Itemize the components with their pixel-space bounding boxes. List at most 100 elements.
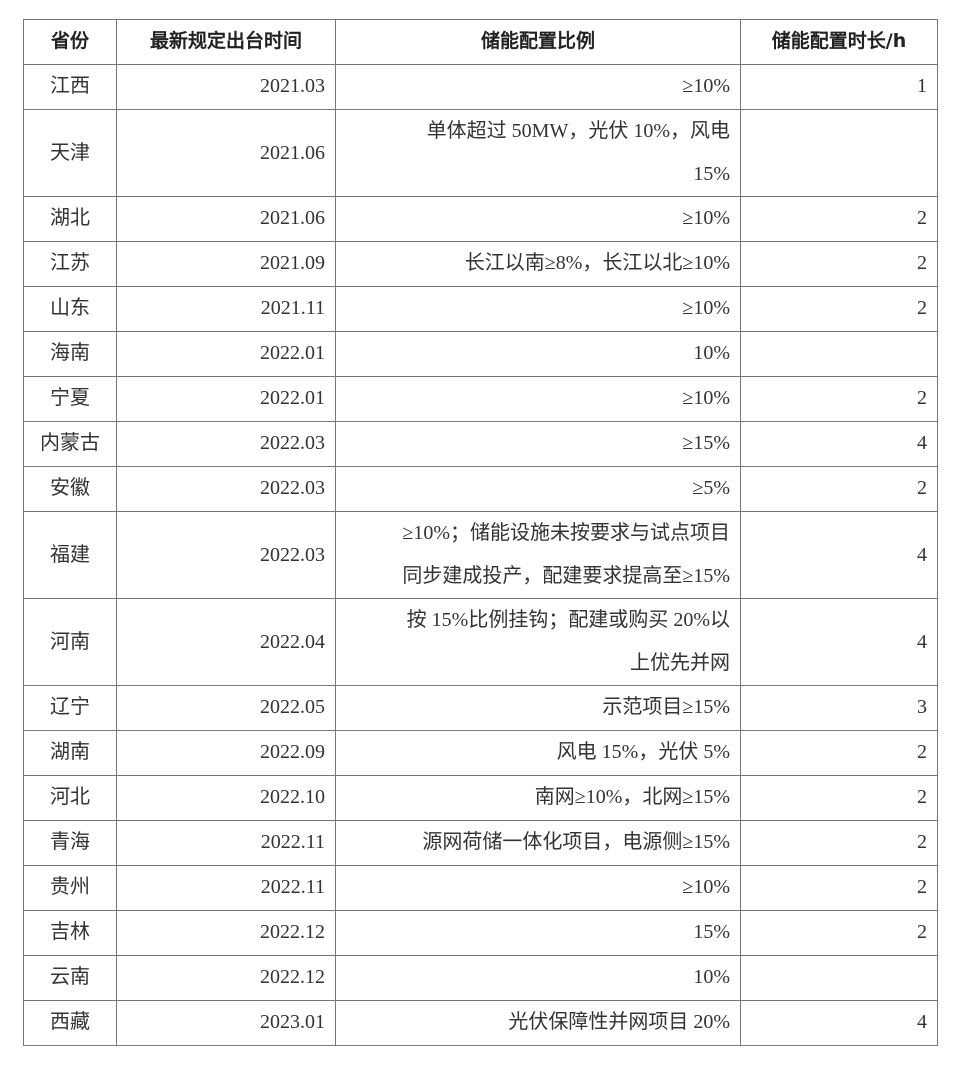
cell-date: 2021.11 — [116, 286, 336, 332]
cell-ratio: 10% — [335, 955, 741, 1001]
cell-date: 2022.03 — [116, 466, 336, 512]
table-row: 内蒙古 2022.03 ≥15% 4 — [23, 421, 938, 467]
cell-province: 湖南 — [23, 730, 117, 776]
table-row: 吉林 2022.12 15% 2 — [23, 910, 938, 956]
cell-hours: 4 — [740, 421, 938, 467]
cell-province: 青海 — [23, 820, 117, 866]
table-row: 安徽 2022.03 ≥5% 2 — [23, 466, 938, 512]
header-ratio: 储能配置比例 — [335, 19, 741, 65]
cell-hours — [740, 331, 938, 377]
table-row: 山东 2021.11 ≥10% 2 — [23, 286, 938, 332]
cell-hours: 2 — [740, 865, 938, 911]
table-row: 海南 2022.01 10% — [23, 331, 938, 377]
cell-province: 西藏 — [23, 1000, 117, 1046]
header-date: 最新规定出台时间 — [116, 19, 336, 65]
cell-date: 2021.03 — [116, 64, 336, 110]
cell-hours: 2 — [740, 196, 938, 242]
cell-date: 2022.10 — [116, 775, 336, 821]
cell-ratio: 风电 15%，光伏 5% — [335, 730, 741, 776]
cell-ratio: ≥10% — [335, 376, 741, 422]
cell-hours: 4 — [740, 1000, 938, 1046]
cell-date: 2022.12 — [116, 955, 336, 1001]
cell-hours: 4 — [740, 511, 938, 599]
cell-province: 河北 — [23, 775, 117, 821]
cell-ratio: 南网≥10%，北网≥15% — [335, 775, 741, 821]
table-row: 云南 2022.12 10% — [23, 955, 938, 1001]
energy-storage-policy-table: 省份 最新规定出台时间 储能配置比例 储能配置时长/h 江西 2021.03 ≥10… — [23, 19, 938, 1046]
cell-hours: 2 — [740, 376, 938, 422]
table-row: 西藏 2023.01 光伏保障性并网项目 20% 4 — [23, 1000, 938, 1046]
table-row: 青海 2022.11 源网荷储一体化项目，电源侧≥15% 2 — [23, 820, 938, 866]
cell-province: 贵州 — [23, 865, 117, 911]
cell-ratio: ≥10% — [335, 286, 741, 332]
cell-ratio: 光伏保障性并网项目 20% — [335, 1000, 741, 1046]
cell-hours: 1 — [740, 64, 938, 110]
cell-hours: 2 — [740, 820, 938, 866]
cell-date: 2022.04 — [116, 598, 336, 686]
cell-date: 2021.06 — [116, 109, 336, 197]
table-row: 福建 2022.03 ≥10%；储能设施未按要求与试点项目 同步建成投产，配建要求提… — [23, 511, 938, 599]
cell-hours: 2 — [740, 241, 938, 287]
cell-date: 2023.01 — [116, 1000, 336, 1046]
cell-hours — [740, 109, 938, 197]
cell-hours: 2 — [740, 286, 938, 332]
cell-province: 天津 — [23, 109, 117, 197]
cell-province: 内蒙古 — [23, 421, 117, 467]
cell-ratio: 按 15%比例挂钩；配建或购买 20%以 上优先并网 — [335, 598, 741, 686]
cell-hours — [740, 955, 938, 1001]
table-row: 贵州 2022.11 ≥10% 2 — [23, 865, 938, 911]
cell-province: 江西 — [23, 64, 117, 110]
cell-province: 福建 — [23, 511, 117, 599]
table-row: 河南 2022.04 按 15%比例挂钩；配建或购买 20%以 上优先并网 4 — [23, 598, 938, 686]
table-row: 江西 2021.03 ≥10% 1 — [23, 64, 938, 110]
header-province: 省份 — [23, 19, 117, 65]
cell-hours: 2 — [740, 775, 938, 821]
table-row: 辽宁 2022.05 示范项目≥15% 3 — [23, 685, 938, 731]
cell-date: 2021.09 — [116, 241, 336, 287]
table-row: 天津 2021.06 单体超过 50MW，光伏 10%，风电 15% — [23, 109, 938, 197]
table-row: 湖南 2022.09 风电 15%，光伏 5% 2 — [23, 730, 938, 776]
cell-province: 山东 — [23, 286, 117, 332]
cell-ratio: ≥5% — [335, 466, 741, 512]
cell-province: 河南 — [23, 598, 117, 686]
cell-province: 安徽 — [23, 466, 117, 512]
cell-date: 2022.01 — [116, 331, 336, 377]
cell-ratio: 长江以南≥8%，长江以北≥10% — [335, 241, 741, 287]
cell-province: 海南 — [23, 331, 117, 377]
cell-ratio: 15% — [335, 910, 741, 956]
table-row: 湖北 2021.06 ≥10% 2 — [23, 196, 938, 242]
table-row: 江苏 2021.09 长江以南≥8%，长江以北≥10% 2 — [23, 241, 938, 287]
cell-date: 2022.03 — [116, 511, 336, 599]
cell-date: 2022.11 — [116, 820, 336, 866]
cell-date: 2022.03 — [116, 421, 336, 467]
cell-ratio: 示范项目≥15% — [335, 685, 741, 731]
cell-ratio: ≥10% — [335, 64, 741, 110]
cell-date: 2022.05 — [116, 685, 336, 731]
cell-ratio: ≥10% — [335, 196, 741, 242]
cell-province: 辽宁 — [23, 685, 117, 731]
table-row: 宁夏 2022.01 ≥10% 2 — [23, 376, 938, 422]
cell-province: 江苏 — [23, 241, 117, 287]
cell-ratio: ≥10% — [335, 865, 741, 911]
cell-ratio: ≥10%；储能设施未按要求与试点项目 同步建成投产，配建要求提高至≥15% — [335, 511, 741, 599]
cell-ratio: 源网荷储一体化项目，电源侧≥15% — [335, 820, 741, 866]
cell-hours: 3 — [740, 685, 938, 731]
cell-date: 2022.01 — [116, 376, 336, 422]
cell-ratio: 单体超过 50MW，光伏 10%，风电 15% — [335, 109, 741, 197]
cell-date: 2022.09 — [116, 730, 336, 776]
cell-province: 云南 — [23, 955, 117, 1001]
cell-date: 2022.12 — [116, 910, 336, 956]
cell-province: 吉林 — [23, 910, 117, 956]
table-header-row: 省份 最新规定出台时间 储能配置比例 储能配置时长/h — [23, 19, 938, 65]
cell-date: 2022.11 — [116, 865, 336, 911]
cell-ratio: ≥15% — [335, 421, 741, 467]
cell-hours: 2 — [740, 910, 938, 956]
cell-hours: 4 — [740, 598, 938, 686]
cell-ratio: 10% — [335, 331, 741, 377]
cell-province: 宁夏 — [23, 376, 117, 422]
cell-hours: 2 — [740, 466, 938, 512]
cell-date: 2021.06 — [116, 196, 336, 242]
header-hours: 储能配置时长/h — [740, 19, 938, 65]
cell-province: 湖北 — [23, 196, 117, 242]
cell-hours: 2 — [740, 730, 938, 776]
